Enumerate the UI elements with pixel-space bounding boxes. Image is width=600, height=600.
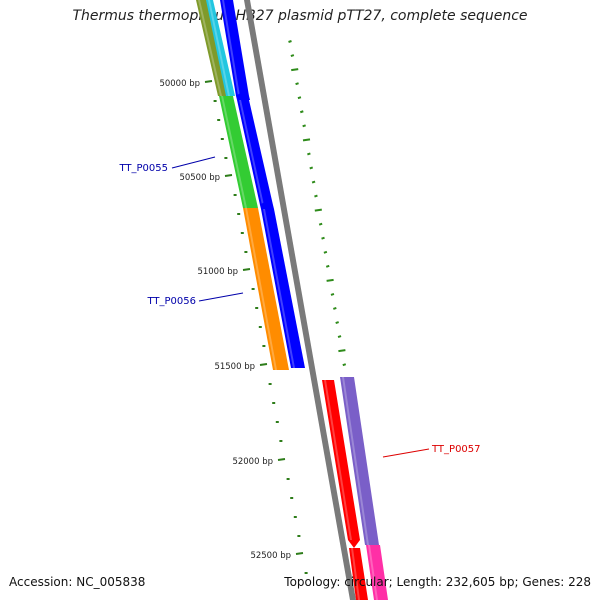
gc-dash: [342, 363, 347, 367]
gc-dash: [297, 96, 302, 100]
feature-olive-shine: [198, 0, 222, 96]
gc-dash: [330, 292, 335, 296]
feature-cyan-shine: [208, 0, 230, 96]
scale-tick-label: 52000 bp: [232, 457, 273, 467]
gc-dash: [335, 321, 339, 324]
gc-dash: [323, 250, 328, 254]
scale-tick-mark: [224, 174, 233, 177]
scale-tick-label: 50500 bp: [179, 173, 220, 183]
feature-red-2: [349, 548, 368, 600]
gc-dash: [309, 166, 314, 170]
feature-orange: [243, 208, 289, 370]
feature-blue-1: [220, 0, 249, 96]
gene-label: TT_P0055: [118, 163, 168, 174]
gc-dash: [302, 138, 311, 142]
scale-ticks: 50000 bp 50500 bp 51000 bp 51500 bp 52000 bp…: [159, 79, 308, 574]
feature-blue-2-shine: [239, 100, 264, 205]
gc-dash: [337, 335, 342, 339]
feature-green: [219, 96, 258, 208]
gc-dash: [307, 152, 311, 156]
topology-summary: Topology: circular; Length: 232,605 bp; …: [284, 575, 591, 589]
accession-text: Accession: NC_005838: [9, 575, 146, 589]
feature-cyan: [206, 0, 235, 96]
gene-label: TT_P0057: [431, 444, 481, 455]
feature-orange-shine: [245, 208, 277, 370]
feature-blue-2: [237, 100, 273, 205]
feature-magenta: [366, 545, 388, 600]
backbone-strand: [244, 0, 356, 600]
feature-purple: [340, 377, 379, 545]
gene-labels: TT_P0055 TT_P0056 TT_P0057: [118, 156, 481, 458]
feature-blue-arrow-2: [260, 200, 274, 209]
scale-tick-label: 51500 bp: [214, 362, 255, 372]
gc-dash: [314, 208, 322, 212]
gc-dash: [290, 54, 295, 57]
scale-tick-mark: [259, 363, 268, 366]
gene-leader-line: [171, 156, 216, 169]
gc-dash: [302, 124, 306, 128]
gc-dash: [314, 194, 318, 198]
feature-red-shine: [324, 380, 352, 540]
gene-leader-line: [382, 448, 430, 458]
feature-blue-3: [261, 209, 305, 368]
gc-dash: [325, 264, 330, 268]
gc-dash: [299, 110, 304, 114]
scale-tick-mark: [204, 80, 213, 83]
feature-magenta-shine: [368, 545, 378, 600]
scale-tick-mark: [242, 268, 251, 271]
gc-dash: [321, 236, 325, 240]
map-title: Thermus thermophilus HB27 plasmid pTT27,…: [72, 8, 528, 24]
feature-track: [196, 0, 388, 600]
feature-blue-3-shine: [263, 209, 295, 368]
gene-label: TT_P0056: [146, 296, 196, 307]
gc-dash: [288, 40, 292, 43]
gc-dash: [333, 307, 337, 310]
feature-blue-1-shine: [222, 0, 240, 96]
scale-tick-mark: [277, 458, 286, 461]
scale-tick-label: 52500 bp: [250, 551, 291, 561]
feature-red: [322, 380, 360, 540]
gene-leader-line: [198, 292, 244, 302]
scale-tick-label: 51000 bp: [197, 267, 238, 277]
scale-tick-mark: [295, 552, 304, 555]
gc-dash: [326, 278, 334, 282]
gc-dash: [311, 180, 316, 184]
gc-dash: [318, 222, 323, 226]
gc-dash: [291, 68, 299, 72]
gc-dash: [338, 349, 346, 353]
feature-green-shine: [221, 96, 247, 208]
feature-blue-arrow-1: [236, 91, 250, 100]
scale-tick-label: 50000 bp: [159, 79, 200, 89]
feature-red-arrow: [348, 540, 360, 548]
feature-purple-shine: [342, 377, 369, 545]
backbone-line: [244, 0, 356, 600]
feature-red-2-shine: [351, 548, 360, 600]
gc-dash: [295, 82, 299, 86]
